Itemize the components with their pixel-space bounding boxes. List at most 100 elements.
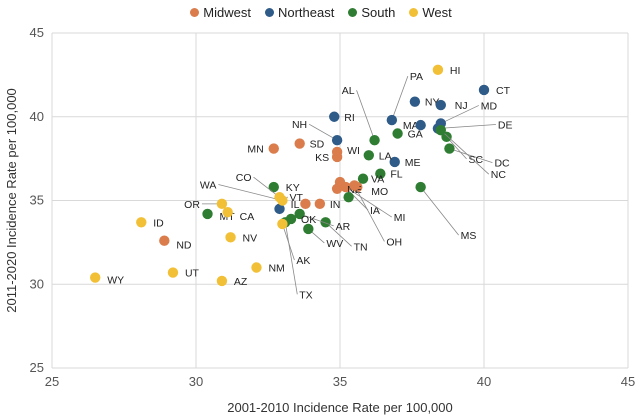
data-point: [90, 272, 101, 283]
leader-line: [218, 184, 283, 201]
leader-line: [253, 176, 280, 198]
x-tick-label: 35: [333, 374, 347, 389]
point-label: PA: [410, 71, 423, 83]
leader-line: [308, 123, 338, 141]
data-point: [274, 203, 285, 215]
legend-item: Northeast: [264, 4, 335, 20]
legend-item: Midwest: [190, 5, 251, 20]
data-point: [277, 218, 288, 230]
legend-label: Northeast: [277, 4, 335, 20]
point-label: NJ: [455, 100, 468, 112]
point-label: WY: [107, 275, 124, 287]
point-label: LA: [379, 150, 392, 162]
data-point: [314, 198, 326, 210]
y-tick-label: 40: [30, 109, 44, 124]
point-label: MO: [371, 186, 388, 198]
point-label: NV: [243, 232, 258, 244]
data-point: [300, 198, 311, 210]
point-label: UT: [185, 268, 200, 280]
leader-line: [299, 213, 334, 227]
data-point: [389, 156, 400, 168]
point-label: VA: [371, 174, 384, 186]
legend-swatch: [264, 7, 274, 17]
y-tick-label: 25: [30, 360, 44, 375]
point-label: KS: [315, 152, 329, 164]
data-point: [202, 208, 213, 220]
data-point: [415, 181, 426, 193]
point-label: AL: [342, 85, 355, 97]
point-label: AK: [296, 255, 310, 267]
legend-swatch: [409, 7, 419, 17]
point-label: MN: [247, 144, 263, 156]
data-point: [216, 275, 228, 287]
y-tick-label: 30: [30, 276, 44, 291]
leader-line: [282, 223, 295, 261]
data-point: [392, 128, 403, 139]
data-point: [432, 64, 444, 76]
leader-line: [345, 186, 392, 218]
leader-line: [391, 75, 409, 121]
data-point: [225, 232, 236, 243]
data-point: [303, 223, 314, 235]
data-point: [375, 168, 386, 179]
point-label: WA: [200, 180, 217, 192]
leader-line: [440, 105, 479, 124]
y-axis-title: 2011-2020 Incidence Rate per 100,000: [4, 88, 19, 313]
point-label: IN: [330, 199, 341, 211]
leader-line: [437, 124, 496, 129]
point-label: MI: [394, 212, 406, 224]
point-label: AZ: [234, 276, 248, 288]
point-label: HI: [450, 65, 461, 77]
leader-line: [356, 90, 375, 141]
data-point: [320, 217, 331, 228]
point-label: OR: [184, 199, 200, 211]
y-tick-label: 35: [30, 193, 44, 208]
legend-item: South: [348, 5, 395, 20]
data-point: [331, 135, 343, 146]
x-axis-title: 2001-2010 Incidence Rate per 100,000: [227, 400, 453, 415]
point-label: FL: [390, 169, 402, 181]
point-label: SC: [469, 154, 484, 166]
data-point: [357, 173, 369, 184]
data-point: [294, 138, 305, 149]
point-label: KY: [286, 182, 300, 194]
legend-item: West: [409, 5, 452, 20]
point-label: OH: [386, 236, 402, 248]
leader-line: [420, 186, 459, 236]
leader-line: [325, 221, 352, 247]
x-tick-label: 25: [45, 374, 59, 389]
point-label: IL: [291, 199, 300, 211]
point-label: NC: [491, 169, 507, 181]
x-tick-label: 45: [621, 374, 635, 389]
point-label: SD: [310, 139, 325, 151]
leader-line: [354, 185, 385, 242]
point-label: TN: [354, 241, 368, 253]
data-point: [216, 198, 228, 210]
data-point: [415, 119, 426, 131]
leader-line: [440, 129, 490, 175]
point-label: AR: [336, 221, 351, 233]
point-label: DE: [498, 119, 513, 131]
data-point: [251, 262, 262, 273]
point-label: MD: [481, 100, 498, 112]
point-label: MS: [461, 230, 477, 242]
point-label: ID: [153, 217, 164, 229]
point-label: MA: [403, 120, 419, 132]
point-label: WV: [326, 238, 343, 250]
legend: Midwest Northeast South West: [0, 2, 642, 22]
point-label: OK: [301, 214, 316, 226]
point-label: DC: [494, 158, 510, 170]
point-label: RI: [344, 112, 355, 124]
point-label: NH: [292, 119, 307, 131]
legend-label: Midwest: [203, 4, 251, 20]
data-point: [435, 124, 446, 136]
y-tick-label: 45: [30, 25, 44, 40]
x-tick-label: 40: [477, 374, 491, 389]
data-point: [444, 143, 455, 154]
data-point: [159, 235, 170, 246]
data-point: [294, 208, 305, 220]
data-point: [435, 99, 446, 111]
data-point: [478, 84, 490, 96]
point-label: WI: [347, 145, 360, 157]
